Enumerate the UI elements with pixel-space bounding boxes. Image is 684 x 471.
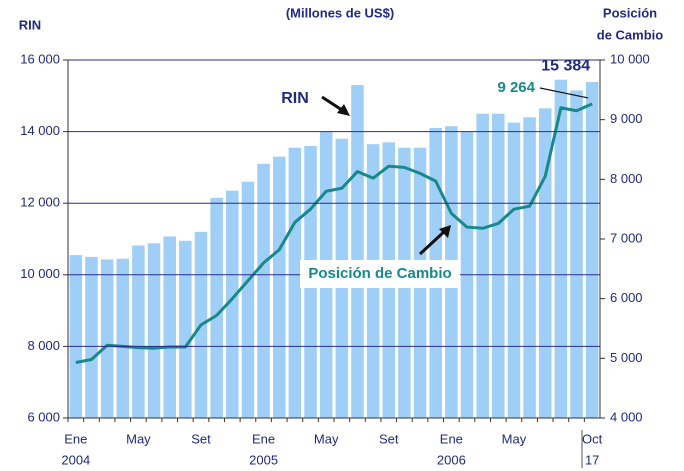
y2-tick-label: 6 000 xyxy=(610,290,643,305)
x-tick-label: Set xyxy=(379,431,399,446)
x-tick-label: Ene xyxy=(440,431,463,446)
x-tick-label: May xyxy=(502,431,527,446)
bar xyxy=(507,122,521,419)
y-tick-label: 6 000 xyxy=(27,409,60,424)
bar xyxy=(226,190,239,418)
bar xyxy=(163,236,176,418)
y2-tick-label: 9 000 xyxy=(610,111,643,126)
bar xyxy=(272,156,286,418)
bar xyxy=(351,85,364,418)
x-tick-label: May xyxy=(314,431,339,446)
bar xyxy=(288,147,302,418)
bar xyxy=(538,108,552,418)
y-tick-label: 14 000 xyxy=(20,123,60,138)
y-tick-label: 12 000 xyxy=(20,195,60,210)
bar xyxy=(257,163,270,418)
bar xyxy=(179,240,192,418)
x-tick-label: Ene xyxy=(64,431,87,446)
bar xyxy=(69,255,83,418)
data-label: 9 264 xyxy=(497,79,535,96)
y2-axis-label: de Cambio xyxy=(597,27,664,42)
y2-tick-label: 8 000 xyxy=(610,171,643,186)
bar xyxy=(554,79,568,418)
arrowhead xyxy=(439,225,451,238)
bar xyxy=(100,259,114,418)
bar xyxy=(570,90,583,419)
y2-tick-label: 7 000 xyxy=(610,230,643,245)
line xyxy=(75,102,593,364)
x-tick-label: May xyxy=(126,431,151,446)
x-year-label: 2004 xyxy=(61,452,90,467)
series-annotation: Posición de Cambio xyxy=(300,260,460,288)
x-year-label: 2006 xyxy=(437,452,466,467)
y2-tick-label: 4 000 xyxy=(610,409,643,424)
series-annotation: RIN xyxy=(281,90,309,107)
arrowhead xyxy=(337,104,350,116)
x-year-label: 2005 xyxy=(249,452,278,467)
arrow xyxy=(539,87,589,99)
bar xyxy=(492,113,505,418)
bar xyxy=(116,258,130,418)
y2-axis-label: Posición xyxy=(603,5,657,20)
y-tick-label: 8 000 xyxy=(27,338,60,353)
y-tick-label: 16 000 xyxy=(20,51,60,66)
bar xyxy=(241,181,255,418)
x-tick-label: Ene xyxy=(252,431,275,446)
bar xyxy=(585,82,599,419)
bar xyxy=(85,256,98,418)
bar xyxy=(476,113,489,418)
y-axis-label: RIN xyxy=(19,17,41,32)
bar xyxy=(523,117,536,418)
y-tick-label: 10 000 xyxy=(20,266,60,281)
y2-tick-label: 10 000 xyxy=(610,51,650,66)
bar xyxy=(147,243,161,418)
bar xyxy=(210,197,223,418)
arrow xyxy=(418,228,448,256)
x-tick-label: Oct xyxy=(582,431,603,446)
chart-title: (Millones de US$) xyxy=(286,5,394,20)
y2-tick-label: 5 000 xyxy=(610,350,643,365)
x-tick-label: Set xyxy=(191,431,211,446)
data-label: 15 384 xyxy=(541,57,590,74)
bar xyxy=(132,245,145,418)
x-year-label: 17 xyxy=(585,452,599,467)
